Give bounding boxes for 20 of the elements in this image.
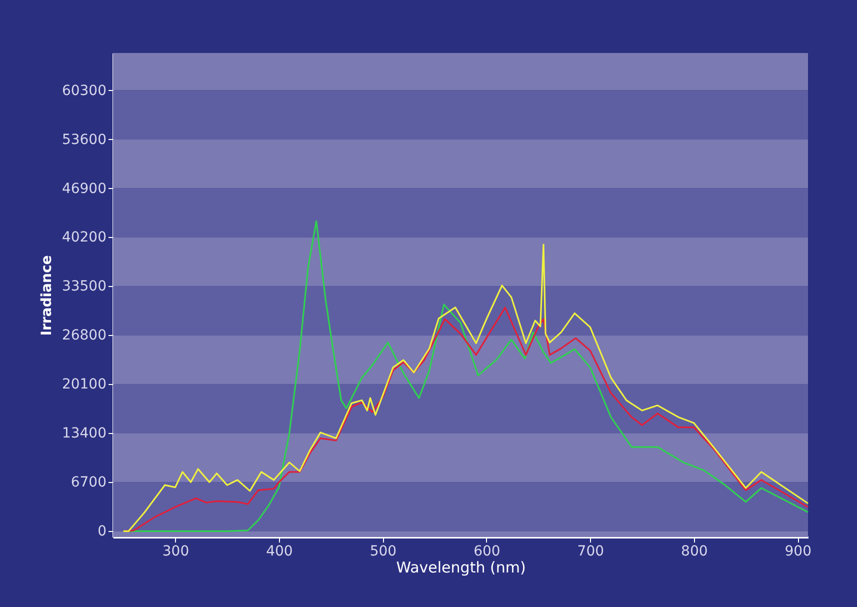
x-tick-label: 700 bbox=[577, 544, 604, 560]
y-axis-title: Irradiance bbox=[38, 255, 55, 336]
y-tick-label: 53600 bbox=[62, 132, 106, 148]
y-tick-label: 40200 bbox=[62, 230, 106, 246]
y-tick-label: 6700 bbox=[70, 474, 106, 491]
y-tick-label: 20100 bbox=[62, 376, 106, 393]
x-tick-label: 500 bbox=[370, 544, 397, 560]
y-tick-label: 13400 bbox=[62, 426, 106, 442]
x-tick-label: 300 bbox=[162, 544, 190, 560]
x-tick-label: 600 bbox=[474, 544, 500, 560]
y-tick-label: 46900 bbox=[62, 180, 106, 197]
y-tick-label: 0 bbox=[98, 524, 106, 540]
y-tick-label: 33500 bbox=[62, 278, 106, 295]
x-axis-title: Wavelength (nm) bbox=[396, 558, 526, 576]
line-series bbox=[122, 306, 809, 532]
y-tick-label: 26800 bbox=[62, 328, 106, 344]
y-tick-label: 60300 bbox=[62, 82, 106, 99]
x-tick-label: 400 bbox=[266, 544, 293, 560]
x-tick-label: 800 bbox=[681, 544, 708, 560]
x-tick-label: 900 bbox=[784, 544, 812, 560]
